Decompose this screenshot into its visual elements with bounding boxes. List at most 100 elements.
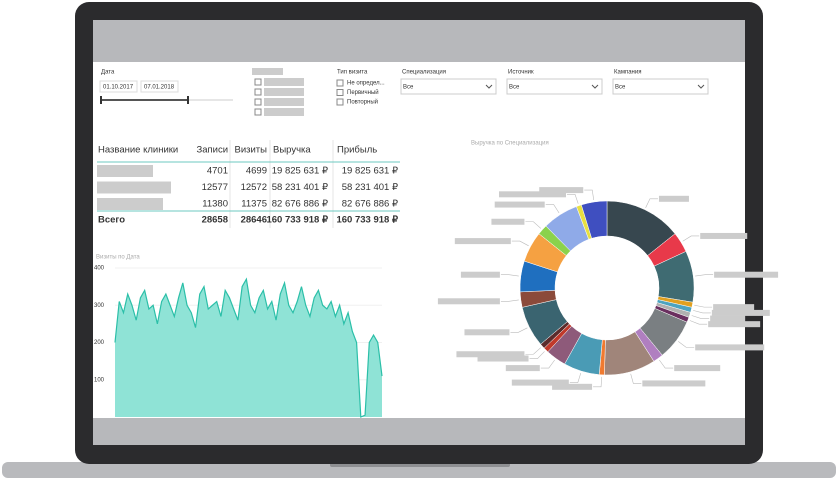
cell: 58 231 401 ₽ xyxy=(272,182,329,193)
redacted-label xyxy=(437,298,500,305)
redacted-label xyxy=(711,309,770,316)
leader-line xyxy=(693,310,711,314)
leader-line xyxy=(689,320,708,325)
filters: Дата 01.10.2017 07.01.2018 Тип визита Не… xyxy=(99,68,709,116)
cell: 82 676 886 ₽ xyxy=(342,199,399,210)
redacted xyxy=(97,198,163,210)
column-header: Название клиники xyxy=(98,145,178,156)
leader-line xyxy=(630,373,642,384)
redacted-label xyxy=(460,271,500,278)
dropdown[interactable] xyxy=(400,78,497,95)
area xyxy=(115,279,382,417)
total-cell: 28646 xyxy=(241,215,267,226)
area-chart: Визиты по Дата 100 200 300 400 xyxy=(94,255,383,418)
checkbox[interactable] xyxy=(336,98,344,106)
leader-line xyxy=(500,299,519,302)
redacted-label xyxy=(454,238,511,245)
redacted-label xyxy=(700,232,748,239)
leader-line xyxy=(593,376,602,388)
column-header: Визиты xyxy=(235,145,268,156)
cell: 11375 xyxy=(241,199,267,210)
dropdown-arrow[interactable] xyxy=(697,84,705,89)
filter-label: Специализация xyxy=(402,70,446,76)
redacted xyxy=(264,98,304,106)
leader-line xyxy=(545,204,560,214)
filter-label: Дата xyxy=(101,70,115,76)
total-cell: Всего xyxy=(98,215,125,226)
leader-line xyxy=(695,274,714,277)
dropdown-arrow[interactable] xyxy=(591,84,599,89)
redacted-label xyxy=(499,191,567,198)
laptop-base xyxy=(2,462,836,478)
y-tick-label: 100 xyxy=(94,377,105,383)
redacted-label xyxy=(456,351,525,358)
total-cell: 28658 xyxy=(202,215,228,226)
slider-thumb[interactable] xyxy=(187,96,189,104)
redacted xyxy=(264,88,304,96)
redacted-label xyxy=(477,355,529,362)
checkbox-label: Не определ... xyxy=(347,81,385,87)
leader-line xyxy=(525,347,542,355)
slider-thumb[interactable] xyxy=(100,96,102,104)
line xyxy=(114,277,383,418)
redacted-label xyxy=(539,187,584,194)
dropdown[interactable] xyxy=(506,78,603,95)
y-tick-label: 400 xyxy=(94,266,105,272)
leader-line xyxy=(694,304,713,308)
dropdown-arrow[interactable] xyxy=(485,84,493,89)
cell: 12572 xyxy=(241,182,267,193)
y-tick-label: 200 xyxy=(94,340,105,346)
total-cell: 160 733 918 ₽ xyxy=(266,215,328,226)
dropdown-value[interactable]: Все xyxy=(403,85,414,91)
redacted xyxy=(264,108,304,116)
leader-line xyxy=(584,189,595,201)
filter-label: Кампания xyxy=(614,70,641,76)
redacted-label xyxy=(708,321,761,328)
leader-line xyxy=(659,359,674,369)
cell: 12577 xyxy=(202,182,228,193)
redacted-label xyxy=(552,383,593,390)
leader-line xyxy=(525,221,542,229)
checkbox[interactable] xyxy=(336,79,344,87)
checkbox[interactable] xyxy=(254,78,262,86)
chart-title: Выручка по Специализация xyxy=(471,141,549,147)
date-end[interactable]: 07.01.2018 xyxy=(144,85,175,91)
dropdown[interactable] xyxy=(612,78,709,95)
leader-line xyxy=(540,359,555,369)
redacted-label xyxy=(642,380,706,387)
checkbox[interactable] xyxy=(254,88,262,96)
redacted xyxy=(97,181,171,194)
cell: 19 825 631 ₽ xyxy=(272,166,329,177)
checkbox[interactable] xyxy=(254,108,262,116)
leader-line xyxy=(529,351,545,359)
redacted-label xyxy=(713,304,755,311)
column-header: Прибыль xyxy=(337,145,377,156)
checkbox[interactable] xyxy=(254,98,262,106)
dropdown-value[interactable]: Все xyxy=(615,85,626,91)
redacted-label xyxy=(714,271,779,278)
table: Название клиники Записи Визиты Выручка Прибы… xyxy=(97,140,400,228)
redacted xyxy=(264,78,304,86)
checkbox-list xyxy=(254,78,304,116)
leader-line xyxy=(645,198,658,208)
redacted xyxy=(97,165,153,177)
checkbox-label: Повторный xyxy=(347,99,378,106)
filter-label: Тип визита xyxy=(337,70,368,76)
redacted-label xyxy=(505,365,540,372)
leader-line xyxy=(569,372,582,383)
cell: 4699 xyxy=(246,166,267,177)
donut-chart: Выручка по Специализация xyxy=(437,141,779,390)
cell: 11380 xyxy=(202,199,228,210)
checkbox[interactable] xyxy=(336,89,344,96)
date-input[interactable] xyxy=(99,80,138,93)
cell: 58 231 401 ₽ xyxy=(342,182,399,193)
leader-line xyxy=(500,274,519,277)
cell: 19 825 631 ₽ xyxy=(342,166,399,177)
date-input[interactable] xyxy=(140,80,179,93)
leader-line xyxy=(682,235,700,242)
dropdown-value[interactable]: Все xyxy=(509,85,520,91)
date-start[interactable]: 01.10.2017 xyxy=(103,85,134,91)
leader-line xyxy=(511,240,529,247)
redacted-label xyxy=(658,195,689,202)
